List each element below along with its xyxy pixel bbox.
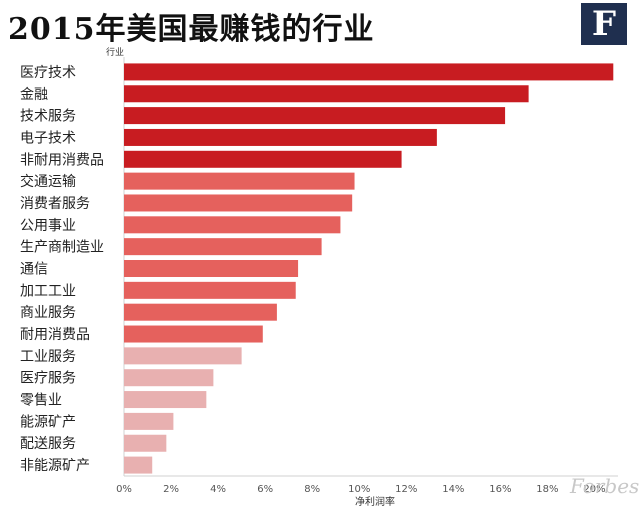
category-label: 加工工业 [20,283,76,299]
category-label: 商业服务 [20,305,76,321]
x-tick-label: 10% [348,484,370,495]
x-tick-label: 0% [116,484,132,495]
bar [124,412,174,430]
bar [124,63,614,81]
bar [124,369,214,387]
x-tick-label: 20% [583,484,605,495]
bar [124,128,437,146]
category-label: 非能源矿产 [20,458,90,474]
x-tick-label: 6% [257,484,273,495]
category-label: 能源矿产 [20,414,76,430]
bar [124,456,153,474]
bar [124,150,402,168]
bar [124,238,322,256]
category-label: 零售业 [20,393,62,409]
category-label: 生产商制造业 [20,240,104,256]
y-axis-title: 行业 [106,46,124,58]
bar [124,260,299,277]
x-tick-label: 4% [210,484,226,495]
bar [124,281,296,299]
category-label: 通信 [20,262,48,278]
category-label: 非耐用消费品 [20,152,104,168]
x-tick-label: 18% [536,484,558,495]
x-tick-label: 14% [442,484,464,495]
x-axis-title: 净利润率 [355,495,395,508]
x-tick-label: 8% [304,484,320,495]
category-label: 工业服务 [20,349,76,365]
bar [124,194,353,212]
category-label: 技术服务 [20,109,76,125]
forbes-watermark: Forbes [570,474,640,498]
category-label: 消费者服务 [20,196,90,212]
category-label: 电子技术 [20,130,76,146]
category-label: 金融 [20,87,48,103]
chart-title: 2015年美国最赚钱的行业 [8,12,375,47]
forbes-logo: F [581,3,627,45]
bar [124,85,529,103]
category-label: 交通运输 [20,173,76,190]
bar [124,434,167,452]
category-label: 配送服务 [20,436,76,452]
x-tick-label: 12% [395,484,417,495]
bar [124,325,263,343]
bar [124,391,207,409]
category-label: 公用事业 [20,218,76,234]
category-label: 耐用消费品 [20,327,90,343]
bar [124,107,506,125]
bar [124,172,355,190]
x-tick-label: 2% [163,484,179,495]
bar [124,303,277,321]
bar [124,347,242,365]
category-label: 医疗技术 [20,65,76,81]
bar [124,216,341,234]
category-label: 医疗服务 [20,371,76,387]
x-tick-label: 16% [489,484,511,495]
